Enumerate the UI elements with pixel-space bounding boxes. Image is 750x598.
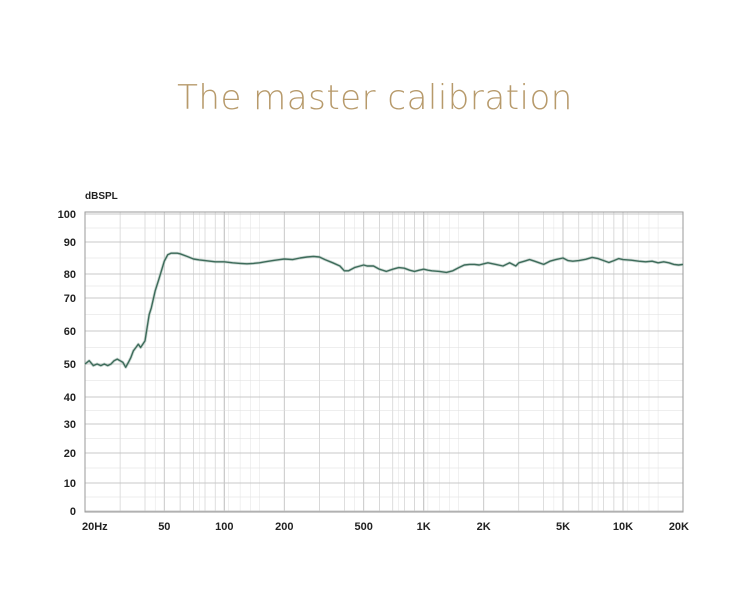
x-axis-ticks: 20Hz 50 100 200 500 1K 2K 5K 10K 20K <box>82 521 689 533</box>
y-axis-label: dBSPL <box>85 191 118 202</box>
y-tick-label: 100 <box>58 209 76 221</box>
y-tick-label: 40 <box>64 392 76 404</box>
x-tick-label: 100 <box>215 521 233 533</box>
x-tick-label: 1K <box>417 521 431 533</box>
series-group <box>84 251 684 369</box>
y-tick-label: 50 <box>64 359 76 371</box>
y-tick-label: 0 <box>70 506 76 518</box>
y-tick-label: 20 <box>64 448 76 460</box>
y-tick-label: 30 <box>64 419 76 431</box>
y-tick-label: 60 <box>64 326 76 338</box>
x-tick-label: 20Hz <box>82 521 108 533</box>
x-tick-label: 20K <box>669 521 689 533</box>
x-tick-label: 2K <box>477 521 491 533</box>
x-tick-label: 50 <box>158 521 170 533</box>
page-title: The master calibration <box>177 78 573 118</box>
grid <box>85 212 683 512</box>
plot-frame <box>84 211 684 513</box>
y-tick-label: 90 <box>64 237 76 249</box>
x-tick-label: 5K <box>556 521 570 533</box>
y-tick-label: 80 <box>64 269 76 281</box>
series-line <box>84 252 684 368</box>
x-tick-label: 200 <box>275 521 293 533</box>
x-tick-label: 500 <box>354 521 372 533</box>
y-tick-label: 70 <box>64 293 76 305</box>
y-tick-label: 10 <box>64 478 76 490</box>
x-tick-label: 10K <box>613 521 633 533</box>
